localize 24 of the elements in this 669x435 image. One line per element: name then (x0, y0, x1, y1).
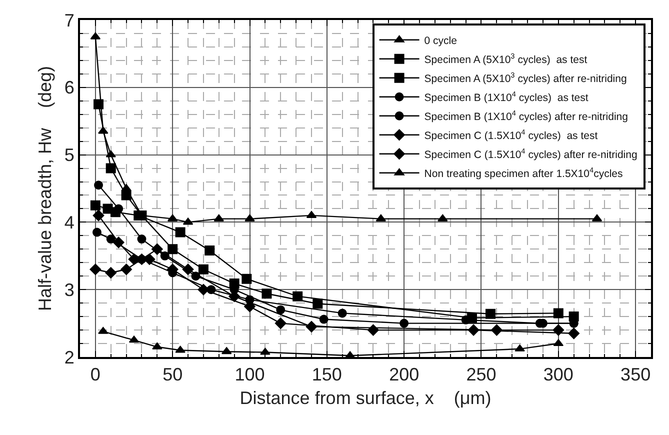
x-tick-label: 200 (389, 364, 420, 385)
y-tick-label: 3 (64, 280, 74, 300)
legend-label: 0 cycle (424, 34, 458, 47)
x-axis-title: Distance from surface, x (μm) (240, 388, 492, 408)
y-tick-label: 5 (64, 145, 74, 166)
y-tick-label: 6 (64, 78, 74, 98)
y-axis-title: Half-value breadth, Hw (deg) (35, 66, 56, 312)
legend-label: Specimen C (1.5X10$^{4}$ cycles) after re-nitriding (424, 146, 638, 161)
x-tick-label: 0 (90, 364, 100, 385)
legend-label: Specimen B (1X10$^{4}$ cycles) after re-nitriding (424, 108, 628, 123)
y-tick-label: 4 (64, 212, 74, 232)
x-tick-label: 350 (620, 364, 651, 385)
legend-label: Specimen A (5X10$^{3}$ cycles) after re-nitriding (424, 70, 627, 85)
legend-label: Specimen A (5X10$^{3}$ cycles) as test (424, 52, 588, 66)
x-tick-label: 100 (234, 364, 265, 385)
x-tick-label: 150 (312, 364, 342, 385)
x-tick-label: 250 (466, 364, 496, 385)
x-tick-label: 300 (543, 364, 574, 385)
legend-label: Non treating specimen after 1.5X10$^{4}$cycles (424, 166, 623, 180)
legend-label: Specimen C (1.5X10$^{4}$ cycles) as test (424, 128, 598, 142)
y-tick-label: 7 (64, 10, 74, 30)
x-tick-label: 50 (162, 364, 183, 385)
y-tick-label: 2 (64, 347, 74, 368)
legend-label: Specimen B (1X10$^{4}$ cycles) as test (424, 90, 588, 104)
